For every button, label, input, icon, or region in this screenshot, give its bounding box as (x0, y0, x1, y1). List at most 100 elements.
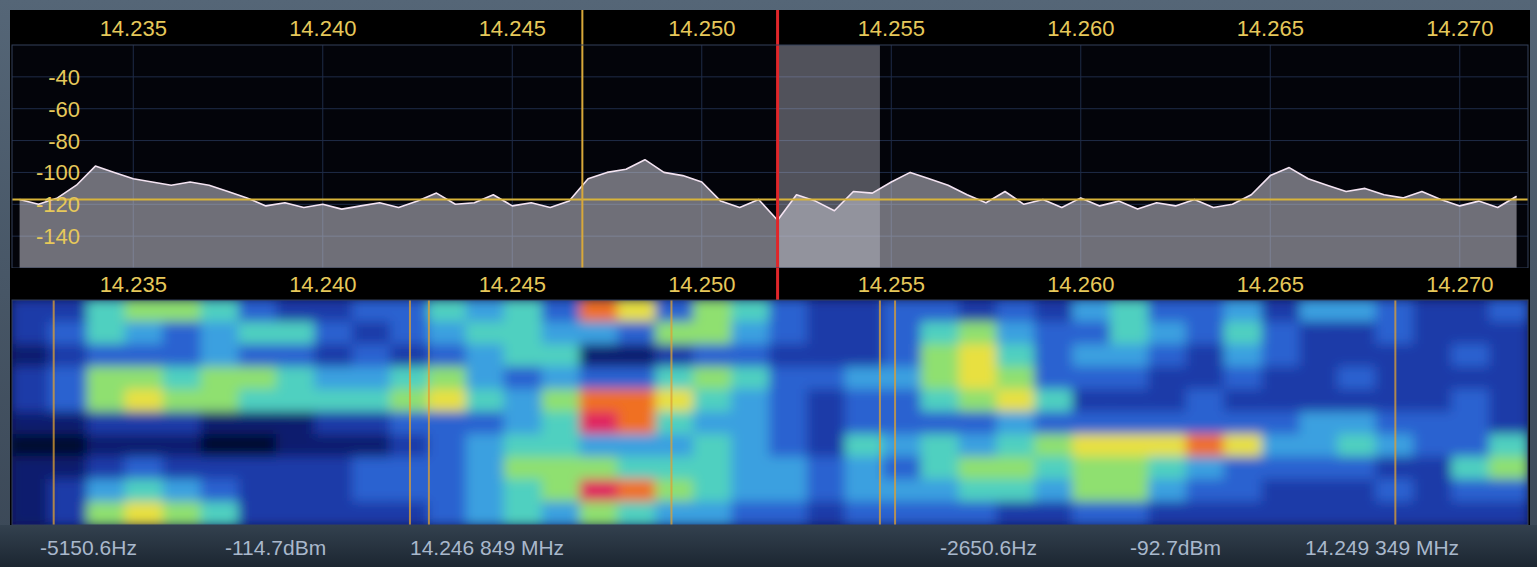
waterfall-cell (883, 367, 923, 392)
waterfall-cell (1451, 412, 1491, 437)
waterfall-cell (542, 434, 582, 459)
waterfall-cell (1034, 457, 1074, 482)
waterfall-cell (1110, 300, 1150, 324)
waterfall-cell (731, 300, 771, 324)
waterfall-cell (1224, 479, 1264, 504)
waterfall-cell (845, 412, 885, 437)
waterfall-cell (731, 434, 771, 459)
x-tick-label: 14.240 (289, 16, 356, 41)
x-tick-label: 14.250 (668, 16, 735, 41)
waterfall-cell (1034, 300, 1074, 324)
status-text: 14.246 849 MHz (410, 536, 564, 559)
waterfall-cell (769, 412, 809, 437)
waterfall-cell (693, 322, 733, 347)
waterfall-cell (314, 389, 354, 414)
waterfall-cell (504, 412, 544, 437)
waterfall-cell (504, 479, 544, 504)
screen: 14.23514.24014.24514.25014.25514.26014.2… (0, 0, 1537, 567)
waterfall-cell (352, 300, 392, 324)
waterfall-cell (352, 434, 392, 459)
waterfall-cell (1224, 300, 1264, 324)
waterfall-cell (921, 502, 961, 526)
waterfall-cell (542, 322, 582, 347)
waterfall-cell (352, 389, 392, 414)
waterfall-cell (428, 502, 468, 526)
x-tick-label: 14.235 (100, 16, 167, 41)
waterfall-cell (1300, 300, 1340, 324)
waterfall-cell (1148, 479, 1188, 504)
waterfall-cell (1072, 389, 1112, 414)
waterfall-cell (693, 457, 733, 482)
background (0, 0, 1537, 567)
waterfall-cell (731, 502, 771, 526)
waterfall-cell (807, 367, 847, 392)
y-grid-line (12, 172, 1528, 173)
waterfall-cell (466, 322, 506, 347)
waterfall-cell (1224, 457, 1264, 482)
waterfall-cell (1148, 344, 1188, 369)
waterfall-cell (731, 322, 771, 347)
waterfall-cell (1224, 322, 1264, 347)
waterfall-cell (1110, 434, 1150, 459)
waterfall-cell (617, 434, 657, 459)
waterfall-cell (314, 412, 354, 437)
waterfall-cell (49, 502, 89, 526)
waterfall-cell (731, 389, 771, 414)
waterfall-cell (1072, 502, 1112, 526)
waterfall-cell (580, 457, 620, 482)
waterfall-cell (655, 457, 695, 482)
waterfall-cell (1451, 457, 1491, 482)
waterfall-cell (504, 322, 544, 347)
waterfall-cell (314, 300, 354, 324)
status-bar: -5150.6Hz-114.7dBm14.246 849 MHz-2650.6H… (0, 525, 1537, 567)
waterfall-cell (693, 300, 733, 324)
waterfall-cell (845, 479, 885, 504)
status-text: -114.7dBm (225, 536, 326, 559)
waterfall-cell (1338, 322, 1378, 347)
waterfall-cell (655, 344, 695, 369)
waterfall-cell (49, 300, 89, 324)
carrier-line (1394, 300, 1396, 525)
waterfall-cell (276, 300, 316, 324)
waterfall-cell (807, 502, 847, 526)
waterfall-cell (201, 434, 241, 459)
waterfall-cell (1262, 457, 1302, 482)
waterfall-cell (1034, 322, 1074, 347)
waterfall-cell (883, 322, 923, 347)
waterfall-cell (617, 479, 657, 504)
waterfall-cell (921, 300, 961, 324)
waterfall-cell (87, 412, 127, 437)
waterfall-cell (655, 367, 695, 392)
waterfall-cell (466, 457, 506, 482)
waterfall-cell (542, 300, 582, 324)
waterfall-cell (201, 389, 241, 414)
waterfall-cell (163, 367, 203, 392)
waterfall-cell (769, 322, 809, 347)
waterfall-cell (1413, 412, 1453, 437)
waterfall-cell (504, 389, 544, 414)
waterfall-cell (12, 502, 51, 526)
waterfall-cell (807, 344, 847, 369)
waterfall-cell (201, 300, 241, 324)
waterfall-cells (12, 300, 1528, 525)
waterfall-cell (49, 367, 89, 392)
waterfall-cell (276, 322, 316, 347)
waterfall-cell (1224, 412, 1264, 437)
waterfall-cell (1148, 300, 1188, 324)
waterfall-cell (1186, 300, 1226, 324)
waterfall-cell (466, 300, 506, 324)
waterfall-cell (1300, 389, 1340, 414)
waterfall-cell (201, 322, 241, 347)
waterfall-cell (807, 412, 847, 437)
waterfall-cell (466, 367, 506, 392)
y-grid-line (12, 108, 1528, 109)
waterfall-cell (617, 412, 657, 437)
waterfall-cell (276, 479, 316, 504)
waterfall-cell (1148, 412, 1188, 437)
waterfall-cell (1338, 344, 1378, 369)
carrier-line (53, 300, 55, 525)
waterfall-cell (504, 344, 544, 369)
waterfall-cell (617, 502, 657, 526)
waterfall-cell (1110, 502, 1150, 526)
waterfall-cell (959, 479, 999, 504)
